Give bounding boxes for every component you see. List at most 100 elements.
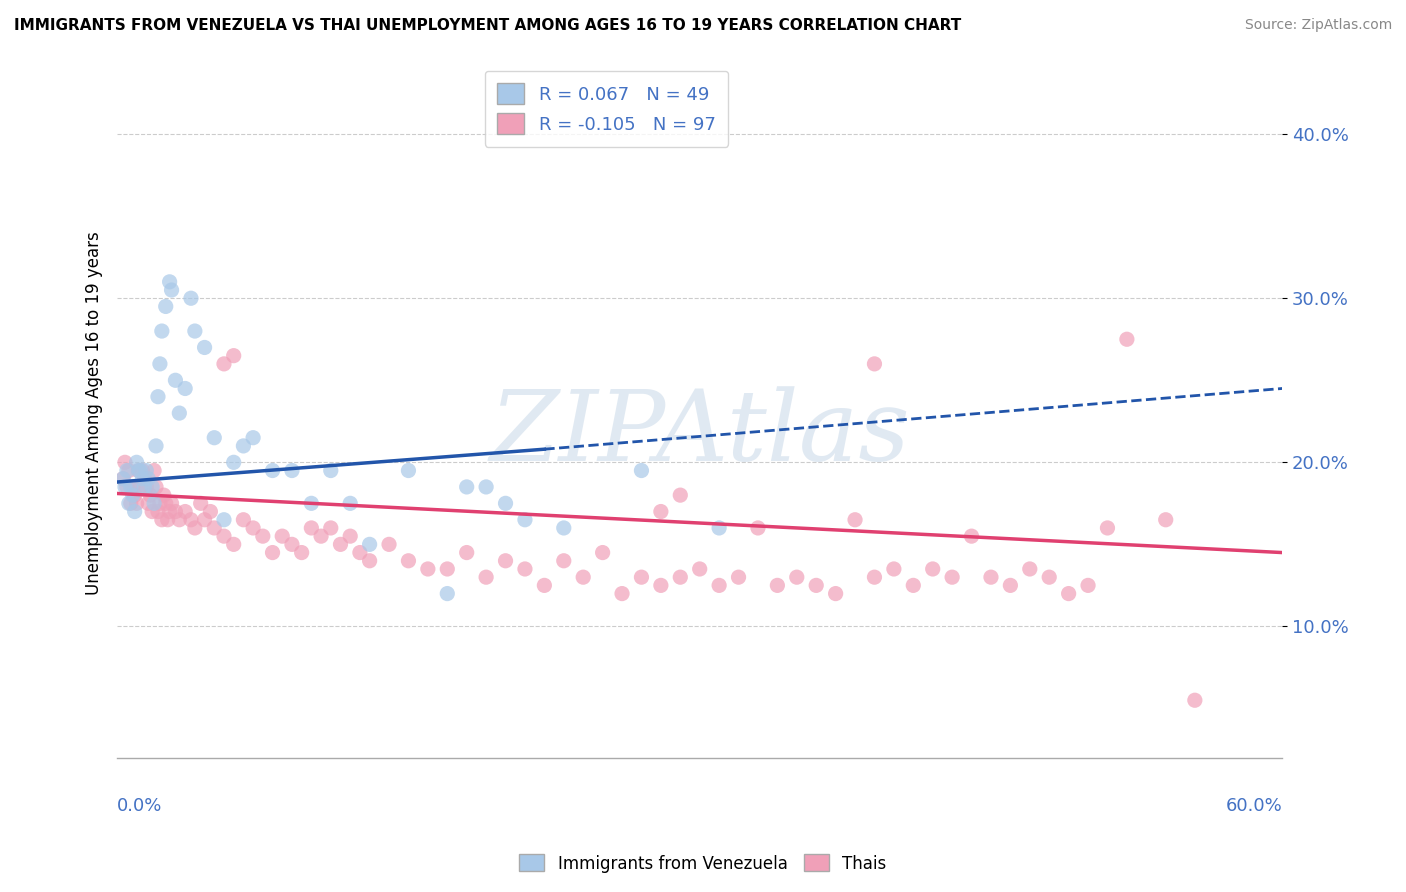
Point <box>155 300 177 314</box>
Point <box>339 529 361 543</box>
Point <box>232 513 254 527</box>
Point <box>129 463 152 477</box>
Point <box>121 488 143 502</box>
Point <box>165 504 187 518</box>
Point <box>707 578 730 592</box>
Point <box>134 472 156 486</box>
Point <box>131 463 153 477</box>
Point <box>262 463 284 477</box>
Point <box>456 545 478 559</box>
Legend: Immigrants from Venezuela, Thais: Immigrants from Venezuela, Thais <box>513 847 893 880</box>
Point <box>139 488 162 502</box>
Point <box>169 513 191 527</box>
Point <box>339 496 361 510</box>
Point <box>174 504 197 518</box>
Point <box>202 521 225 535</box>
Point <box>143 496 166 510</box>
Point <box>1077 578 1099 592</box>
Point <box>456 480 478 494</box>
Point <box>572 570 595 584</box>
Point <box>669 488 692 502</box>
Point <box>146 504 169 518</box>
Point <box>111 472 134 486</box>
Point <box>242 431 264 445</box>
Point <box>135 463 157 477</box>
Point <box>202 431 225 445</box>
Point <box>359 554 381 568</box>
Point <box>262 545 284 559</box>
Point <box>650 504 672 518</box>
Point <box>707 521 730 535</box>
Point <box>513 513 536 527</box>
Text: ZIPAtlas: ZIPAtlas <box>489 386 910 482</box>
Point <box>1154 513 1177 527</box>
Point <box>222 537 245 551</box>
Point <box>980 570 1002 584</box>
Point <box>883 562 905 576</box>
Point <box>319 521 342 535</box>
Point <box>155 496 177 510</box>
Point <box>193 513 215 527</box>
Point <box>1097 521 1119 535</box>
Point <box>630 570 652 584</box>
Point <box>553 554 575 568</box>
Point <box>1057 586 1080 600</box>
Point <box>184 324 207 338</box>
Point <box>120 496 142 510</box>
Point <box>495 496 517 510</box>
Point <box>118 463 141 477</box>
Point <box>136 496 159 510</box>
Point <box>553 521 575 535</box>
Point <box>134 480 156 494</box>
Point <box>160 283 183 297</box>
Point <box>271 529 294 543</box>
Point <box>398 554 420 568</box>
Point <box>160 496 183 510</box>
Point <box>299 521 322 535</box>
Point <box>513 562 536 576</box>
Point <box>141 504 163 518</box>
Point <box>193 341 215 355</box>
Point <box>114 480 136 494</box>
Point <box>212 529 235 543</box>
Point <box>165 373 187 387</box>
Point <box>766 578 789 592</box>
Point <box>150 513 173 527</box>
Point <box>291 545 314 559</box>
Point <box>145 480 167 494</box>
Point <box>141 480 163 494</box>
Point <box>115 463 138 477</box>
Point <box>200 504 222 518</box>
Point <box>156 513 179 527</box>
Point <box>281 463 304 477</box>
Point <box>212 513 235 527</box>
Point <box>610 586 633 600</box>
Point <box>863 570 886 584</box>
Point <box>128 463 150 477</box>
Point <box>475 570 498 584</box>
Point <box>180 513 202 527</box>
Point <box>941 570 963 584</box>
Point <box>121 480 143 494</box>
Point <box>125 496 148 510</box>
Point <box>232 439 254 453</box>
Point <box>1115 332 1137 346</box>
Point <box>111 472 134 486</box>
Y-axis label: Unemployment Among Ages 16 to 19 years: Unemployment Among Ages 16 to 19 years <box>86 231 103 595</box>
Point <box>806 578 828 592</box>
Point <box>115 480 138 494</box>
Point <box>533 578 555 592</box>
Point <box>1000 578 1022 592</box>
Point <box>120 480 142 494</box>
Point <box>174 382 197 396</box>
Point <box>1018 562 1040 576</box>
Text: 0.0%: 0.0% <box>117 797 163 814</box>
Point <box>136 472 159 486</box>
Point <box>212 357 235 371</box>
Point <box>159 275 181 289</box>
Point <box>131 472 153 486</box>
Point <box>398 463 420 477</box>
Point <box>349 545 371 559</box>
Point <box>124 488 146 502</box>
Point <box>222 349 245 363</box>
